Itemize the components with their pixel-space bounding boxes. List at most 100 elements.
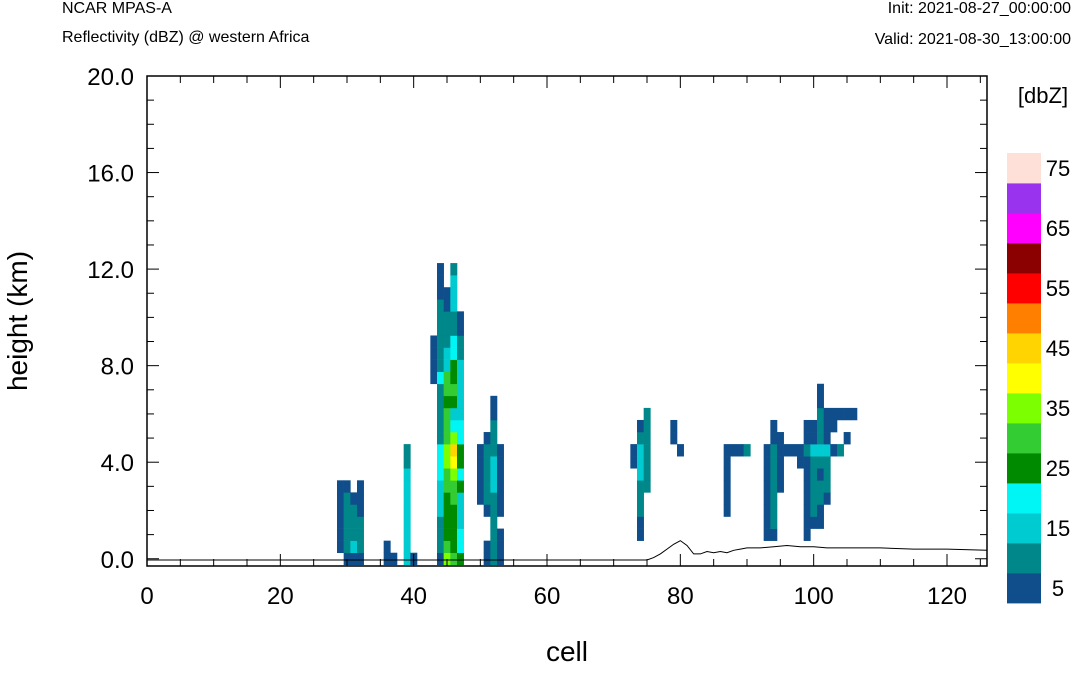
reflectivity-cell (357, 528, 364, 541)
x-tick-label: 40 (400, 583, 427, 610)
reflectivity-cell (837, 407, 844, 421)
reflectivity-cell (810, 432, 818, 445)
reflectivity-cell (437, 323, 444, 336)
reflectivity-cell (837, 444, 844, 457)
reflectivity-cell (443, 323, 451, 336)
reflectivity-cell (350, 552, 358, 566)
reflectivity-cell (443, 383, 451, 397)
reflectivity-cell (457, 359, 464, 372)
reflectivity-cell (770, 528, 778, 541)
reflectivity-cell (803, 480, 811, 493)
x-tick-label: 80 (667, 583, 694, 610)
reflectivity-cell (477, 456, 484, 469)
reflectivity-cell (457, 371, 464, 385)
reflectivity-cell (723, 444, 731, 457)
reflectivity-cell (443, 492, 451, 505)
reflectivity-cell (383, 540, 391, 554)
reflectivity-cell (437, 299, 444, 312)
reflectivity-cell (763, 528, 771, 541)
reflectivity-cell (337, 504, 344, 517)
reflectivity-cell (803, 504, 811, 517)
reflectivity-cell (643, 419, 651, 433)
x-tick-label: 120 (927, 583, 967, 610)
reflectivity-cell (483, 552, 491, 566)
reflectivity-cell (457, 323, 464, 336)
reflectivity-cell (763, 492, 771, 505)
reflectivity-cell (490, 516, 498, 529)
reflectivity-cell (723, 468, 731, 481)
reflectivity-cell (810, 468, 818, 481)
reflectivity-cell (450, 419, 458, 433)
reflectivity-cell (817, 516, 824, 529)
reflectivity-cell (630, 456, 638, 469)
reflectivity-cell (443, 528, 451, 541)
reflectivity-cell (443, 395, 451, 409)
reflectivity-cell (450, 263, 458, 276)
reflectivity-cell (490, 456, 498, 469)
reflectivity-cell (357, 480, 364, 493)
reflectivity-cell (637, 492, 644, 505)
reflectivity-cell (783, 444, 791, 457)
reflectivity-cell (803, 492, 811, 505)
chart-title: NCAR MPAS-A (62, 0, 172, 17)
reflectivity-cell (437, 468, 444, 481)
reflectivity-cell (817, 504, 824, 517)
reflectivity-cell (810, 419, 818, 433)
reflectivity-cell (457, 540, 464, 554)
reflectivity-cell (457, 347, 464, 360)
reflectivity-cell (457, 456, 464, 469)
reflectivity-cell (457, 468, 464, 481)
reflectivity-cell (403, 456, 411, 469)
reflectivity-cell (810, 504, 818, 517)
reflectivity-cell (450, 287, 458, 300)
reflectivity-cell (450, 359, 458, 372)
colorbar-tick-label: 45 (1046, 336, 1070, 361)
reflectivity-cell (450, 444, 458, 457)
reflectivity-cell (723, 492, 731, 505)
reflectivity-cell (457, 419, 464, 433)
valid-time-label: Valid: 2021-08-30_13:00:00 (874, 31, 1071, 48)
reflectivity-cell (450, 480, 458, 493)
reflectivity-cell (350, 540, 358, 554)
reflectivity-cell (443, 407, 451, 421)
reflectivity-cell (450, 395, 458, 409)
reflectivity-cell (343, 504, 351, 517)
reflectivity-cell (437, 407, 444, 421)
reflectivity-cell (810, 480, 818, 493)
colorbar-swatch (1007, 153, 1041, 184)
reflectivity-cell (490, 468, 498, 481)
reflectivity-cell (803, 516, 811, 529)
reflectivity-cell (443, 335, 451, 348)
reflectivity-cell (490, 407, 498, 421)
colorbar-swatch (1007, 483, 1041, 514)
reflectivity-cell (437, 504, 444, 517)
reflectivity-cell (343, 516, 351, 529)
reflectivity-cell (803, 419, 811, 433)
reflectivity-cell (337, 492, 344, 505)
reflectivity-cell (437, 335, 444, 348)
colorbar-swatch (1007, 393, 1041, 424)
reflectivity-cell (637, 480, 644, 493)
reflectivity-cell (437, 359, 444, 372)
reflectivity-cell (497, 528, 504, 541)
reflectivity-cell (437, 492, 444, 505)
y-tick-label: 8.0 (101, 354, 134, 381)
reflectivity-cell (450, 347, 458, 360)
colorbar-unit-label: [dbZ] (1018, 83, 1068, 108)
reflectivity-cell (497, 552, 504, 566)
reflectivity-cell (450, 456, 458, 469)
reflectivity-cell (490, 540, 498, 554)
reflectivity-cell (637, 432, 644, 445)
reflectivity-cell (810, 516, 818, 529)
reflectivity-cell (817, 432, 824, 445)
reflectivity-cell (643, 407, 651, 421)
reflectivity-cell (457, 528, 464, 541)
reflectivity-cell (670, 432, 678, 445)
reflectivity-cell (337, 516, 344, 529)
reflectivity-cell (337, 540, 344, 554)
reflectivity-cell (443, 347, 451, 360)
reflectivity-cell (450, 299, 458, 312)
reflectivity-cell (430, 347, 438, 360)
reflectivity-cell (637, 528, 644, 541)
colorbar-swatch (1007, 513, 1041, 544)
